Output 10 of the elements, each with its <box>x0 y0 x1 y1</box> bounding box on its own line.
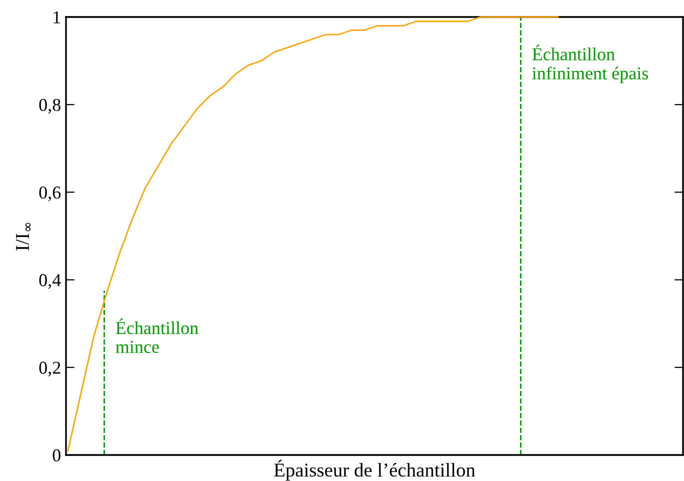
annotation: Échantillon mince <box>116 318 198 353</box>
y-tick-label: 0,4 <box>39 274 61 289</box>
y-tick-label: 0,8 <box>39 98 60 114</box>
y-tick-label: 1 <box>54 11 60 24</box>
annotation: Échantillon infiniment épais <box>532 44 648 84</box>
y-tick-label: 0,2 <box>39 362 60 376</box>
y-axis-title: I/I$_{∞}$ <box>16 222 31 251</box>
y-tick-label: 0,6 <box>39 186 61 202</box>
y-tick-label: 0 <box>52 449 60 462</box>
x-axis-title: Épaisseur de l’échantillon <box>274 460 476 481</box>
